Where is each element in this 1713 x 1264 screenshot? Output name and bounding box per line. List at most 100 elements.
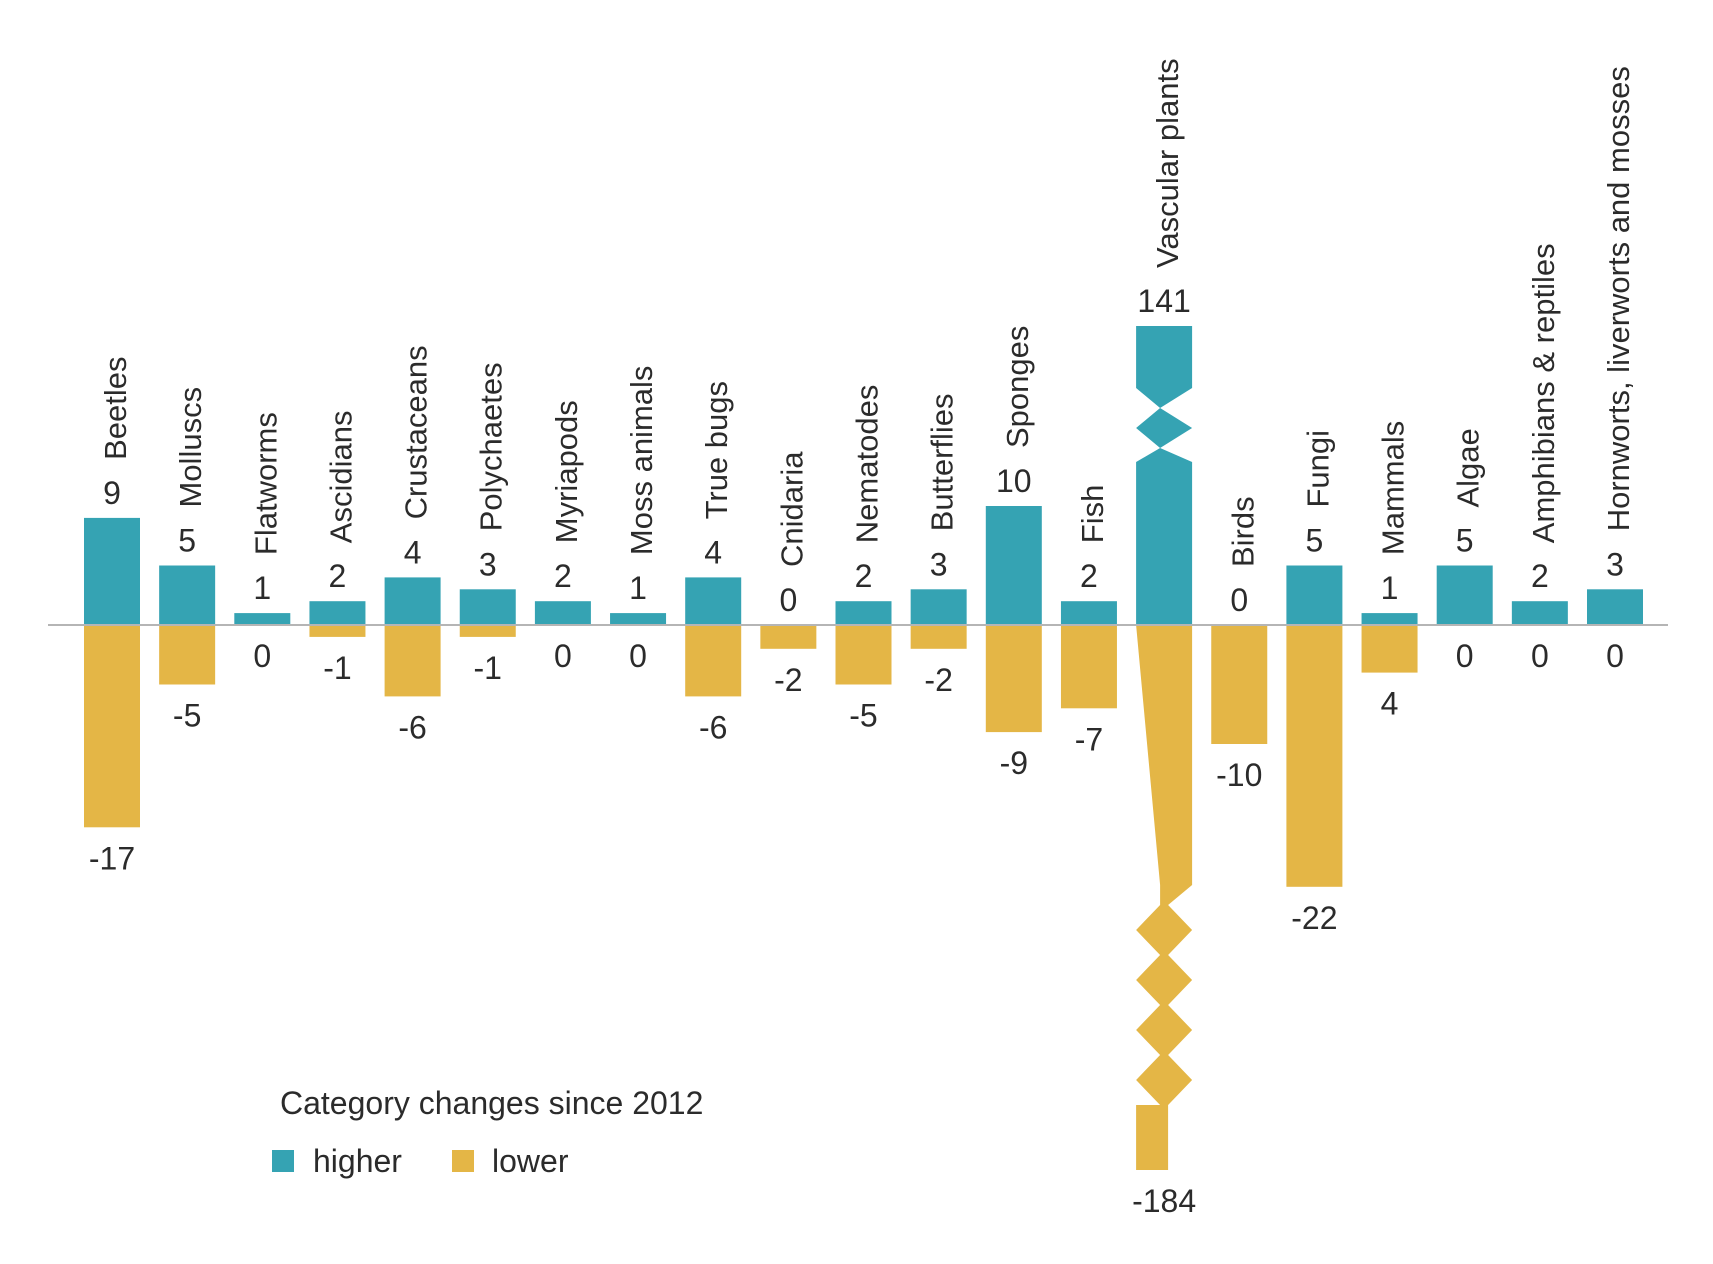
value-label-lower-true-bugs: -6 xyxy=(699,709,727,745)
legend: Category changes since 2012 higher lower xyxy=(272,1085,703,1179)
value-label-lower-vascular-plants: -184 xyxy=(1132,1183,1196,1219)
bar-lower-fish xyxy=(1060,625,1117,709)
category-labels: Beetles Molluscs Flatworms Ascidians Crustac… xyxy=(98,58,1636,567)
category-label-butterflies: Butterflies xyxy=(925,393,960,531)
category-label-molluscs: Molluscs xyxy=(173,387,208,508)
category-label-fish: Fish xyxy=(1075,485,1110,544)
value-label-lower-polychaetes: -1 xyxy=(474,650,502,686)
value-label-lower-cnidaria: -2 xyxy=(774,662,802,698)
value-label-higher-hornworts-liverworts-and-mosses: 3 xyxy=(1606,546,1624,582)
bar-higher-ascidians xyxy=(309,601,366,625)
value-label-lower-mammals: 4 xyxy=(1381,686,1399,722)
value-label-higher-flatworms: 1 xyxy=(253,570,271,606)
value-label-lower-crustaceans: -6 xyxy=(398,709,426,745)
bar-lower-true-bugs xyxy=(685,625,742,697)
bar-lower-sponges xyxy=(985,625,1042,733)
bar-lower-butterflies xyxy=(910,625,967,649)
value-label-lower-flatworms: 0 xyxy=(253,638,271,674)
bar-higher-flatworms xyxy=(234,613,291,625)
bar-lower-fungi xyxy=(1286,625,1343,887)
bar-higher-sponges xyxy=(985,506,1042,625)
category-label-polychaetes: Polychaetes xyxy=(474,362,509,531)
value-label-higher-vascular-plants: 141 xyxy=(1137,283,1190,319)
value-label-lower-beetles: -17 xyxy=(89,840,135,876)
category-label-mammals: Mammals xyxy=(1376,421,1411,555)
bar-lower-mammals xyxy=(1361,625,1418,673)
value-label-higher-cnidaria: 0 xyxy=(779,582,797,618)
bar-lower-vascular-plants xyxy=(1136,625,1193,1170)
bar-lower-molluscs xyxy=(159,625,216,685)
category-label-crustaceans: Crustaceans xyxy=(399,345,434,519)
value-label-higher-algae: 5 xyxy=(1456,523,1474,559)
value-label-higher-butterflies: 3 xyxy=(930,546,948,582)
series-higher xyxy=(84,326,1643,625)
value-label-lower-moss-animals: 0 xyxy=(629,638,647,674)
value-label-higher-myriapods: 2 xyxy=(554,558,572,594)
category-label-ascidians: Ascidians xyxy=(323,411,358,544)
category-label-hornworts-liverworts-and-mosses: Hornworts, liverworts and mosses xyxy=(1601,66,1636,531)
category-label-amphibians-reptiles: Amphibians & reptiles xyxy=(1526,243,1561,543)
value-label-lower-birds: -10 xyxy=(1216,757,1262,793)
value-label-lower-nematodes: -5 xyxy=(849,698,877,734)
value-label-higher-beetles: 9 xyxy=(103,475,121,511)
series-lower xyxy=(84,625,1418,1170)
bar-higher-nematodes xyxy=(835,601,892,625)
bar-higher-beetles xyxy=(84,517,140,625)
bar-higher-crustaceans xyxy=(384,577,441,625)
bar-lower-crustaceans xyxy=(384,625,441,697)
bar-lower-beetles xyxy=(84,625,140,828)
bar-lower-nematodes xyxy=(835,625,892,685)
value-label-higher-amphibians-reptiles: 2 xyxy=(1531,558,1549,594)
value-label-lower-molluscs: -5 xyxy=(173,698,201,734)
category-label-algae: Algae xyxy=(1451,428,1486,507)
value-label-lower-fish: -7 xyxy=(1075,721,1103,757)
value-label-higher-nematodes: 2 xyxy=(855,558,873,594)
bar-higher-mammals xyxy=(1361,613,1418,625)
legend-label-higher: higher xyxy=(313,1143,402,1179)
value-label-higher-fungi: 5 xyxy=(1306,523,1324,559)
value-label-lower-amphibians-reptiles: 0 xyxy=(1531,638,1549,674)
bar-higher-butterflies xyxy=(910,589,967,625)
category-label-nematodes: Nematodes xyxy=(850,385,885,544)
value-labels: 9 -17 5 -5 1 0 2 -1 4 -6 3 -1 2 0 1 0 4 -6 0 -2 2 -5 3 -2 1 0 -9 2 -… xyxy=(89,283,1624,1219)
value-label-lower-butterflies: -2 xyxy=(924,662,952,698)
value-label-higher-ascidians: 2 xyxy=(329,558,347,594)
value-label-lower-myriapods: 0 xyxy=(554,638,572,674)
bar-lower-ascidians xyxy=(309,625,366,637)
value-label-lower-sponges: -9 xyxy=(1000,745,1028,781)
bar-higher-moss-animals xyxy=(610,613,667,625)
category-label-flatworms: Flatworms xyxy=(248,412,283,555)
value-label-higher-molluscs: 5 xyxy=(178,523,196,559)
bar-higher-vascular-plants xyxy=(1136,326,1193,625)
category-label-moss-animals: Moss animals xyxy=(624,366,659,556)
legend-swatch-higher xyxy=(272,1150,294,1172)
bar-lower-cnidaria xyxy=(760,625,817,649)
category-label-true-bugs: True bugs xyxy=(699,381,734,519)
bar-higher-fish xyxy=(1060,601,1117,625)
category-label-sponges: Sponges xyxy=(1000,326,1035,448)
value-label-higher-mammals: 1 xyxy=(1381,570,1399,606)
legend-label-lower: lower xyxy=(492,1143,569,1179)
category-label-cnidaria: Cnidaria xyxy=(774,451,809,567)
bar-higher-true-bugs xyxy=(685,577,742,625)
category-label-myriapods: Myriapods xyxy=(549,400,584,543)
category-label-birds: Birds xyxy=(1225,496,1260,567)
value-label-higher-polychaetes: 3 xyxy=(479,546,497,582)
value-label-higher-moss-animals: 1 xyxy=(629,570,647,606)
bar-higher-molluscs xyxy=(159,565,216,625)
legend-title: Category changes since 2012 xyxy=(280,1085,703,1121)
value-label-lower-ascidians: -1 xyxy=(323,650,351,686)
bar-lower-birds xyxy=(1211,625,1268,744)
bar-higher-fungi xyxy=(1286,565,1343,625)
bar-higher-hornworts-liverworts-and-mosses xyxy=(1587,589,1643,625)
category-label-vascular-plants: Vascular plants xyxy=(1150,58,1185,268)
category-label-beetles: Beetles xyxy=(98,356,133,459)
legend-swatch-lower xyxy=(452,1150,474,1172)
value-label-higher-crustaceans: 4 xyxy=(404,534,422,570)
value-label-higher-birds: 0 xyxy=(1230,582,1248,618)
bar-higher-amphibians-reptiles xyxy=(1511,601,1568,625)
category-label-fungi: Fungi xyxy=(1300,430,1335,508)
bar-lower-polychaetes xyxy=(459,625,516,637)
